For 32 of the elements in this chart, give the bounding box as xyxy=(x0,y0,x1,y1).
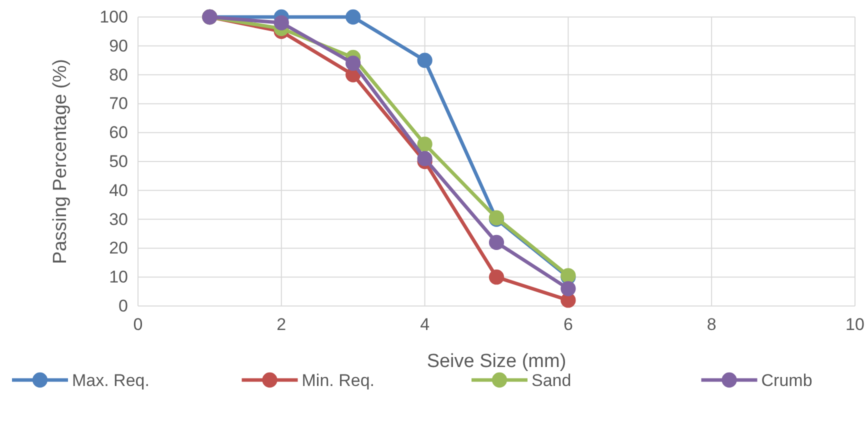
y-tick-label: 90 xyxy=(109,36,128,56)
y-tick-label: 60 xyxy=(109,123,128,142)
point xyxy=(417,136,432,152)
y-tick-label: 30 xyxy=(109,210,128,229)
y-tick-label: 20 xyxy=(109,238,128,258)
point xyxy=(560,281,576,296)
x-tick-label: 4 xyxy=(420,315,430,334)
legend-label: Max. Req. xyxy=(72,371,150,390)
y-tick-label: 0 xyxy=(118,296,128,316)
y-tick-label: 80 xyxy=(109,65,128,84)
y-tick-label: 40 xyxy=(109,180,128,200)
x-axis-title: Seive Size (mm) xyxy=(426,351,566,372)
legend-label: Crumb xyxy=(761,371,812,390)
point xyxy=(417,52,432,68)
legend-label: Min. Req. xyxy=(302,371,375,390)
point xyxy=(488,234,504,250)
point xyxy=(417,151,432,166)
x-tick-label: 10 xyxy=(846,315,864,334)
y-tick-label: 50 xyxy=(109,152,128,171)
x-tick-label: 0 xyxy=(133,315,143,334)
point xyxy=(274,15,289,30)
point xyxy=(346,56,361,71)
legend-label: Sand xyxy=(532,371,572,390)
point xyxy=(346,9,361,25)
point xyxy=(488,270,504,285)
y-tick-label: 70 xyxy=(109,94,128,114)
y-tick-label: 10 xyxy=(109,268,128,287)
y-axis-title: Passing Percentage (%) xyxy=(50,59,71,264)
y-tick-label: 100 xyxy=(100,7,128,26)
x-tick-label: 8 xyxy=(706,315,716,334)
x-tick-label: 2 xyxy=(276,315,286,334)
x-tick-label: 6 xyxy=(563,315,573,334)
